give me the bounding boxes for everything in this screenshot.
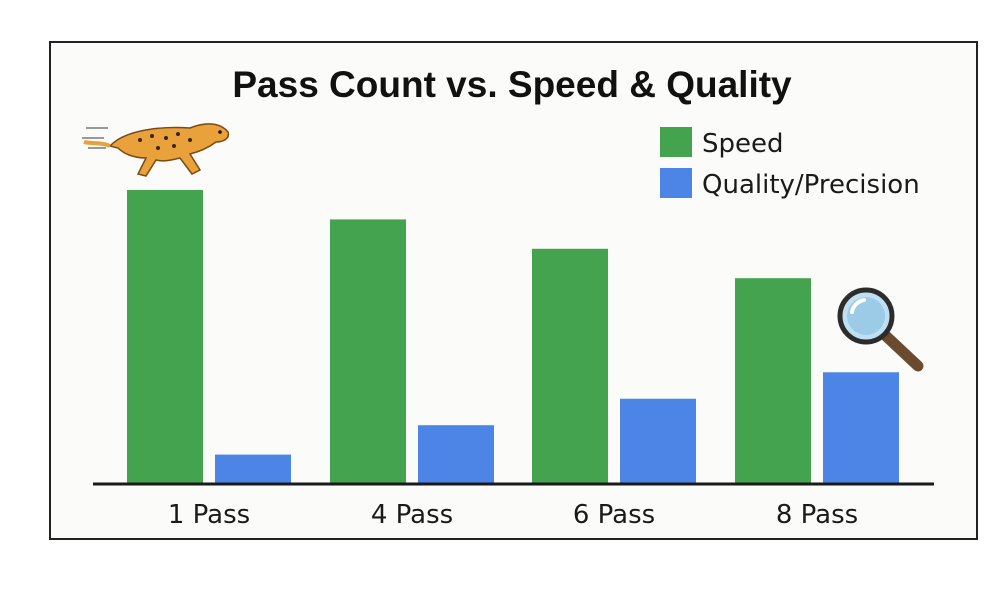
- chart-title: Pass Count vs. Speed & Quality: [232, 64, 792, 105]
- bar-speed-3: [532, 248, 608, 484]
- legend-label-quality: Quality/Precision: [702, 170, 920, 200]
- x-tick-label: 4 Pass: [371, 500, 453, 530]
- running-cheetah-icon: [82, 123, 230, 177]
- x-tick-labels: 1 Pass 4 Pass 6 Pass 8 Pass: [168, 500, 858, 530]
- bar-quality-2: [418, 425, 494, 484]
- bar-speed-2: [330, 219, 406, 484]
- legend-label-speed: Speed: [702, 129, 784, 159]
- legend-swatch-speed: [660, 127, 692, 157]
- bar-quality-1: [215, 454, 291, 484]
- legend-swatch-quality: [660, 168, 692, 198]
- bar-quality-3: [620, 398, 696, 484]
- x-tick-label: 6 Pass: [573, 500, 655, 530]
- legend: Speed Quality/Precision: [660, 127, 920, 200]
- bar-quality-4: [823, 372, 899, 484]
- magnifying-glass-icon: [837, 287, 924, 372]
- x-tick-label: 1 Pass: [168, 500, 250, 530]
- bar-speed-1: [127, 190, 203, 484]
- bar-speed-4: [735, 278, 811, 484]
- bars-group: [127, 190, 899, 484]
- x-tick-label: 8 Pass: [776, 500, 858, 530]
